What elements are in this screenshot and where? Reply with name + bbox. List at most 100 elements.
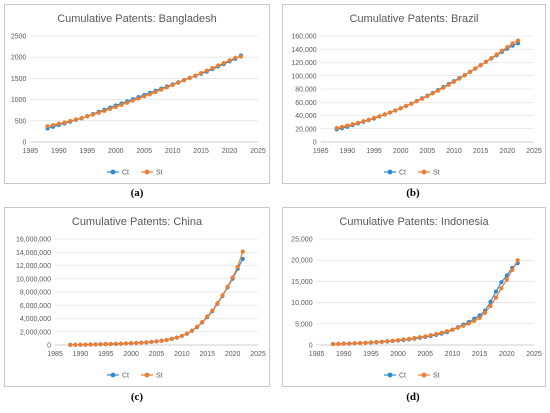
data-point-St: [425, 94, 430, 99]
data-point-St: [339, 124, 345, 129]
legend-label-Ct: Ct: [122, 170, 129, 177]
legend-swatch-marker-St: [421, 372, 427, 378]
data-point-St: [374, 340, 379, 345]
y-tick-label: 5,000: [295, 321, 313, 328]
legend-swatch-marker-St: [421, 169, 427, 175]
data-point-St: [393, 108, 398, 113]
data-point-St: [488, 303, 493, 309]
data-point-St: [473, 66, 478, 71]
legend-label-Ct: Ct: [122, 373, 129, 380]
data-point-St: [204, 68, 209, 73]
y-tick-label: 2,000,000: [20, 329, 51, 336]
data-point-St: [130, 98, 135, 103]
data-point-St: [382, 112, 387, 117]
data-point-St: [164, 337, 169, 343]
data-point-St: [215, 301, 220, 306]
y-tick-label: 40,000: [295, 113, 317, 120]
legend-swatch-marker-Ct: [387, 169, 393, 175]
chart-svg-brazil: Cumulative Patents: Brazil 0 20,000 40,000 6…: [282, 4, 546, 184]
data-point-St: [489, 56, 494, 61]
data-point-St: [390, 338, 395, 343]
chart-svg-indonesia: Cumulative Patents: Indonesia 0 5,000 10,00…: [282, 207, 546, 387]
data-point-St: [221, 60, 226, 66]
x-tick-label: 2010: [446, 148, 462, 155]
data-point-St: [472, 318, 477, 323]
data-point-St: [68, 118, 73, 124]
y-tick-label: 0: [309, 343, 313, 350]
data-point-St: [216, 63, 221, 68]
data-point-St: [88, 342, 93, 347]
data-point-St: [125, 100, 130, 105]
data-point-St: [45, 124, 50, 129]
data-point-St: [96, 110, 101, 115]
data-point-St: [499, 48, 505, 53]
y-tick-label: 20,000: [295, 126, 317, 133]
y-tick-label: 12,000,000: [16, 263, 51, 270]
data-point-St: [457, 76, 462, 81]
data-point-St: [361, 119, 366, 124]
x-tick-label: 1990: [73, 351, 89, 358]
data-point-St: [205, 314, 210, 319]
x-tick-label: 2000: [393, 148, 409, 155]
x-tick-label: 2020: [222, 148, 238, 155]
data-point-St: [403, 103, 409, 109]
data-point-St: [68, 342, 73, 347]
data-point-St: [510, 41, 515, 46]
x-tick-label: 2025: [526, 351, 542, 358]
caption-a: (a): [130, 187, 144, 199]
chart-frame: [282, 207, 546, 387]
data-point-St: [406, 336, 412, 341]
x-tick-label: 2010: [174, 351, 190, 358]
y-tick-label: 0: [47, 343, 51, 350]
data-point-St: [153, 89, 158, 95]
y-tick-label: 25,000: [291, 237, 313, 244]
data-point-St: [108, 341, 113, 347]
x-tick-label: 2015: [473, 148, 489, 155]
y-tick-label: 2000: [11, 55, 27, 62]
data-point-St: [144, 340, 149, 345]
data-point-St: [184, 331, 190, 336]
data-point-St: [118, 341, 124, 346]
data-point-St: [193, 73, 198, 78]
data-point-St: [174, 335, 179, 340]
data-point-St: [435, 88, 441, 93]
data-point-St: [398, 106, 403, 111]
data-point-St: [159, 338, 164, 343]
data-point-St: [434, 331, 439, 337]
x-tick-label: 2020: [499, 351, 515, 358]
caption-d: (d): [406, 391, 420, 403]
data-point-St: [113, 341, 118, 346]
data-point-St: [73, 117, 79, 122]
data-point-St: [179, 333, 184, 339]
data-point-St: [56, 121, 61, 126]
data-point-St: [423, 334, 428, 339]
y-tick-label: 80,000: [295, 87, 317, 94]
data-point-St: [98, 342, 103, 347]
data-point-St: [483, 59, 489, 64]
data-point-St: [462, 73, 467, 78]
data-point-St: [352, 341, 357, 346]
data-point-St: [499, 286, 504, 291]
data-point-St: [450, 327, 455, 332]
data-point-St: [169, 336, 174, 342]
data-point-St: [334, 125, 339, 131]
data-point-St: [79, 115, 84, 121]
legend-label-Ct: Ct: [399, 170, 406, 177]
data-point-St: [136, 96, 141, 101]
data-point-St: [233, 55, 238, 60]
data-point-St: [199, 71, 204, 76]
chart-frame: [4, 207, 270, 387]
data-point-St: [210, 308, 215, 313]
x-tick-label: 1985: [313, 148, 329, 155]
data-point-St: [103, 342, 108, 347]
data-point-St: [419, 96, 425, 101]
data-point-St: [51, 122, 56, 128]
data-point-St: [119, 102, 124, 107]
data-point-St: [451, 79, 457, 84]
x-tick-label: 1985: [309, 351, 325, 358]
data-point-St: [147, 92, 152, 97]
x-tick-label: 1995: [366, 148, 382, 155]
data-point-St: [154, 339, 159, 344]
data-point-Ct: [493, 289, 499, 294]
data-point-St: [439, 330, 444, 335]
